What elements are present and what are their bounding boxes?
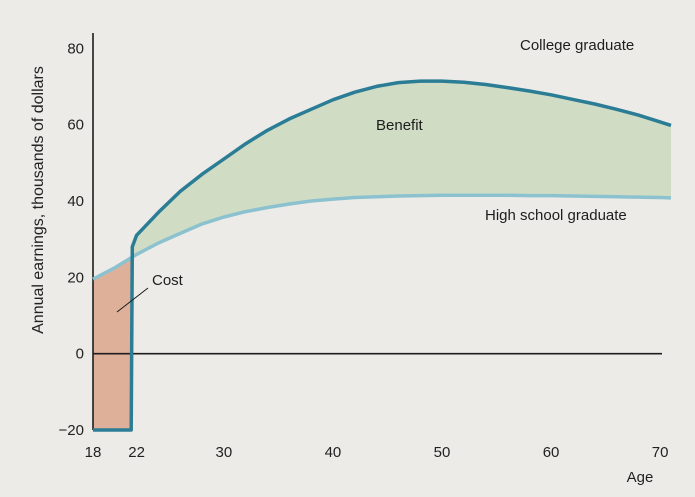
benefit-area	[132, 81, 672, 258]
x-tick-label: 60	[543, 444, 560, 461]
y-tick-labels: −20 0 20 40 60 80	[59, 40, 84, 439]
series-label-college-graduate: College graduate	[520, 37, 634, 54]
y-tick-label: 60	[67, 117, 84, 134]
y-tick-label: 0	[76, 346, 84, 363]
series-label-high-school-graduate: High school graduate	[485, 207, 627, 224]
x-tick-labels: 18 22 30 40 50 60 70	[85, 444, 669, 461]
cost-area	[93, 255, 136, 430]
cost-label: Cost	[152, 272, 184, 289]
x-tick-label: 70	[652, 444, 669, 461]
cost-leader-line	[116, 287, 149, 313]
x-tick-label: 18	[85, 444, 102, 461]
x-tick-label: 50	[434, 444, 451, 461]
x-axis-title: Age	[627, 469, 654, 486]
x-tick-label: 40	[325, 444, 342, 461]
y-tick-label: 40	[67, 193, 84, 210]
y-tick-label: 80	[67, 40, 84, 57]
x-tick-label: 30	[216, 444, 233, 461]
series-line-college-graduate	[93, 79, 672, 432]
y-tick-label: −20	[59, 422, 84, 439]
series-line-high-school-graduate	[92, 193, 672, 281]
y-axis-title: Annual earnings, thousands of dollars	[30, 66, 47, 334]
y-tick-label: 20	[67, 269, 84, 286]
benefit-label: Benefit	[376, 117, 424, 134]
x-tick-label: 22	[128, 444, 145, 461]
